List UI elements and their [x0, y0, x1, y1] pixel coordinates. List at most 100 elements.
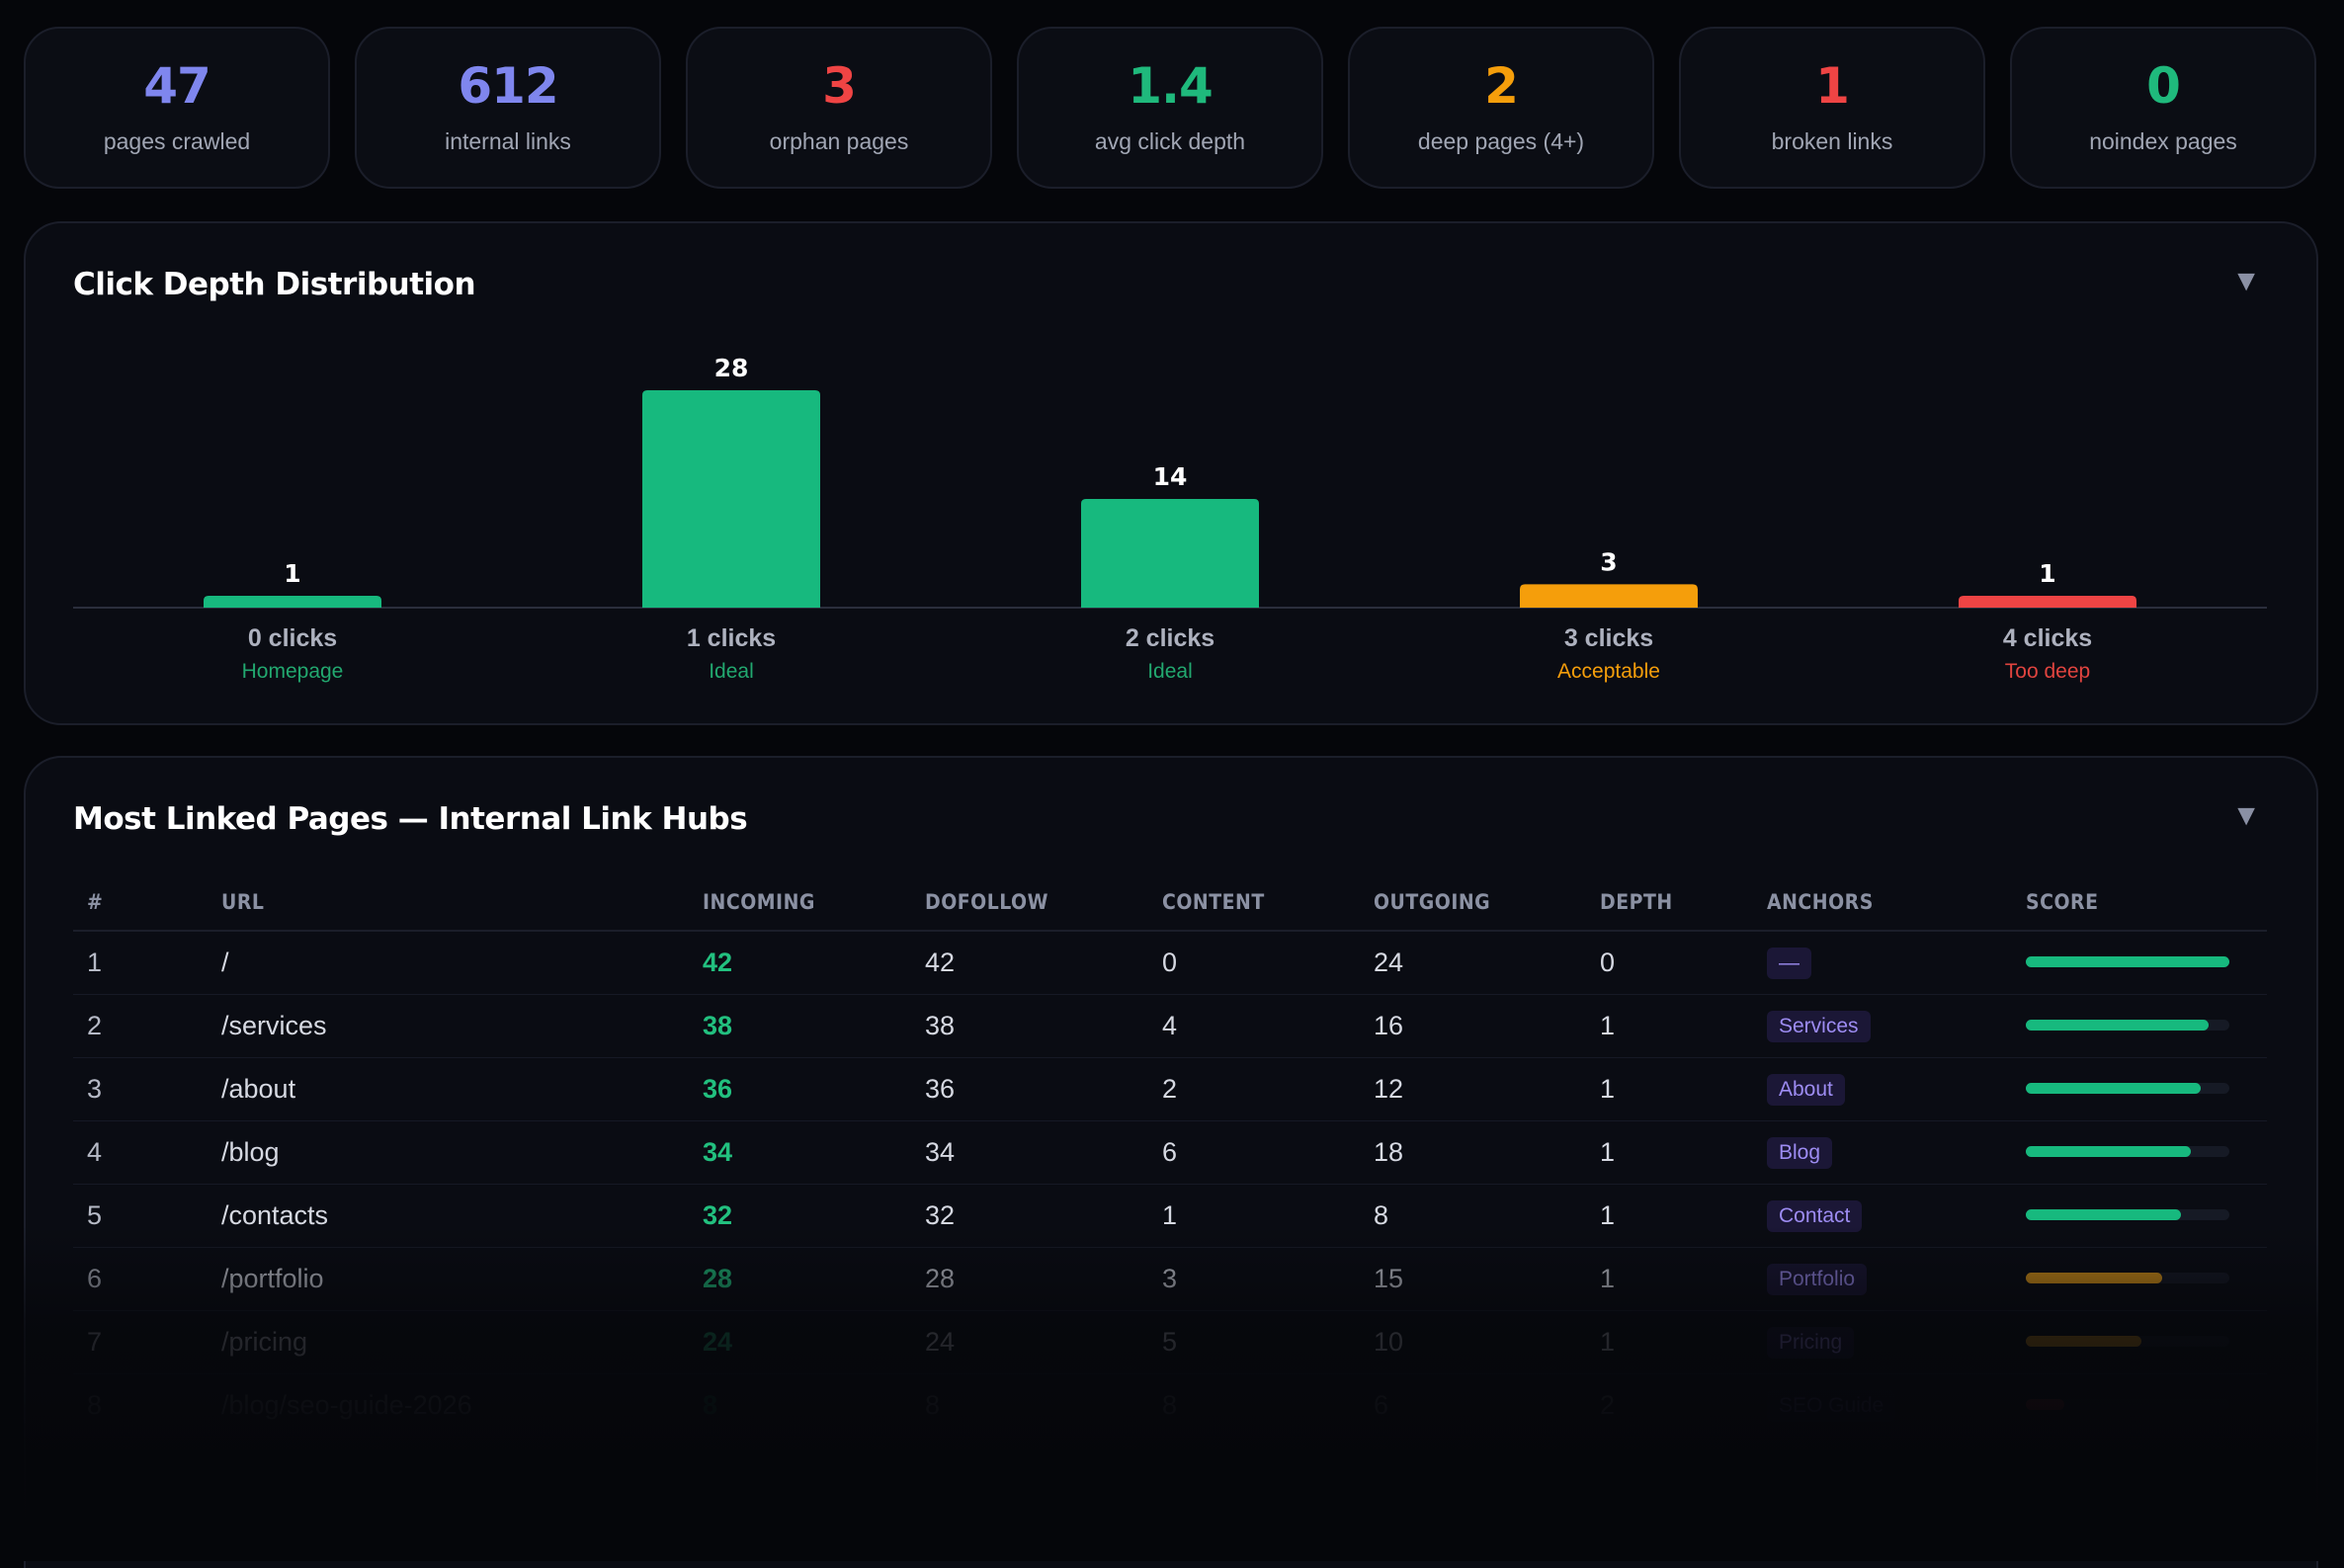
cell-url[interactable]: /: [221, 948, 229, 977]
cell-content: 1: [1162, 1200, 1178, 1230]
cell-rank: 1: [87, 948, 103, 977]
cell-dofollow: 28: [925, 1264, 956, 1293]
stat-label: noindex pages: [2089, 127, 2237, 154]
stat-label: broken links: [1771, 127, 1893, 154]
score-bar: [2026, 1146, 2229, 1157]
cell-content: 8: [1162, 1390, 1178, 1420]
x-tick-sublabel: Homepage: [242, 660, 344, 683]
score-bar-fill: [2026, 1336, 2142, 1347]
collapse-chevron-icon[interactable]: ▼: [2231, 799, 2261, 832]
cell-outgoing: 6: [1374, 1390, 1389, 1420]
cell-outgoing: 8: [1374, 1200, 1389, 1230]
cell-url[interactable]: /blog/seo-guide-2026: [221, 1390, 472, 1420]
cell-depth: 1: [1600, 1137, 1616, 1167]
x-tick-label: 1 clicks: [687, 624, 776, 652]
score-bar: [2026, 1020, 2229, 1031]
cell-incoming: 36: [703, 1074, 733, 1104]
cell-rank: 8: [87, 1390, 103, 1420]
cell-url[interactable]: /about: [221, 1074, 296, 1104]
cell-outgoing: 10: [1374, 1327, 1404, 1357]
score-bar: [2026, 1083, 2229, 1094]
cell-url[interactable]: /contacts: [221, 1200, 329, 1230]
anchor-chip: Portfolio: [1767, 1264, 1868, 1295]
x-tick-label: 2 clicks: [1126, 624, 1214, 652]
score-bar: [2026, 1273, 2229, 1283]
cell-incoming: 34: [703, 1137, 733, 1167]
anchor-chip: —: [1767, 948, 1811, 979]
cell-outgoing: 12: [1374, 1074, 1404, 1104]
stat-value: 1.4: [1128, 56, 1214, 115]
cell-depth: 1: [1600, 1074, 1616, 1104]
cell-url[interactable]: /services: [221, 1011, 327, 1040]
table-row[interactable]: 2/services 38 38 4 16 1 Services: [73, 995, 2267, 1058]
cell-outgoing: 15: [1374, 1264, 1404, 1293]
score-bar-fill: [2026, 1399, 2065, 1410]
cell-dofollow: 24: [925, 1327, 956, 1357]
cell-dofollow: 36: [925, 1074, 956, 1104]
score-bar-fill: [2026, 1083, 2202, 1094]
cell-url[interactable]: /portfolio: [221, 1264, 324, 1293]
x-tick-label: 3 clicks: [1564, 624, 1653, 652]
stats-row: 47 pages crawled 612 internal links 3 orphan …: [24, 27, 2316, 189]
column-header[interactable]: ANCHORS: [1767, 890, 1874, 914]
column-header[interactable]: #: [87, 890, 104, 914]
cell-rank: 2: [87, 1011, 103, 1040]
cell-rank: 6: [87, 1264, 103, 1293]
cell-depth: 1: [1600, 1011, 1616, 1040]
score-bar: [2026, 1336, 2229, 1347]
bar-data-label: 28: [714, 354, 749, 382]
bar-data-label: 1: [284, 559, 300, 588]
table-row[interactable]: 4/blog 34 34 6 18 1 Blog: [73, 1121, 2267, 1185]
link-hubs-panel: Most Linked Pages — Internal Link Hubs ▼…: [24, 756, 2318, 1568]
cell-dofollow: 8: [925, 1390, 941, 1420]
anchor-chip: SEO Guide: [1767, 1390, 1896, 1422]
cell-incoming: 42: [703, 948, 733, 977]
column-header[interactable]: SCORE: [2026, 890, 2099, 914]
cell-depth: 1: [1600, 1327, 1616, 1357]
stat-label: avg click depth: [1094, 127, 1246, 154]
column-header[interactable]: CONTENT: [1162, 890, 1265, 914]
x-tick-sublabel: Acceptable: [1557, 660, 1660, 683]
x-tick-sublabel: Ideal: [709, 660, 754, 683]
stat-label: pages crawled: [103, 127, 251, 154]
column-header[interactable]: DEPTH: [1600, 890, 1673, 914]
table-header: # URL INCOMING DOFOLLOW CONTENT OUTGOING DEPTH…: [73, 872, 2267, 932]
collapse-chevron-icon[interactable]: ▼: [2231, 265, 2261, 297]
column-header[interactable]: OUTGOING: [1374, 890, 1491, 914]
cell-incoming: 24: [703, 1327, 733, 1357]
score-bar: [2026, 1399, 2229, 1410]
column-header[interactable]: DOFOLLOW: [925, 890, 1048, 914]
table-row[interactable]: 1 / 42 42 0 24 0 —: [73, 932, 2267, 995]
cell-outgoing: 18: [1374, 1137, 1404, 1167]
column-header[interactable]: INCOMING: [703, 890, 815, 914]
cell-url[interactable]: /blog: [221, 1137, 280, 1167]
stat-value: 3: [822, 56, 857, 115]
table-row[interactable]: 3/about 36 36 2 12 1 About: [73, 1058, 2267, 1121]
stat-card: 1 broken links: [1679, 27, 1985, 189]
cell-url[interactable]: /pricing: [221, 1327, 308, 1357]
click-depth-chart: 1 0 clicks Homepage 28 1 clicks Ideal 14 2 clic…: [73, 354, 2267, 683]
cell-content: 0: [1162, 948, 1178, 977]
cell-depth: 0: [1600, 948, 1616, 977]
chart-bar: [204, 596, 381, 608]
bar-data-label: 3: [1600, 547, 1617, 576]
cell-rank: 3: [87, 1074, 103, 1104]
column-header[interactable]: URL: [221, 890, 265, 914]
stat-card: 612 internal links: [355, 27, 661, 189]
stat-card: 2 deep pages (4+): [1348, 27, 1654, 189]
chart-bar: [1081, 499, 1259, 608]
cell-outgoing: 16: [1374, 1011, 1404, 1040]
table-row[interactable]: 5/contacts 32 32 1 8 1 Contact: [73, 1185, 2267, 1248]
table-row[interactable]: 7/pricing 24 24 5 10 1 Pricing: [73, 1311, 2267, 1374]
score-bar: [2026, 1209, 2229, 1220]
chart-bar: [642, 390, 820, 608]
cell-dofollow: 34: [925, 1137, 956, 1167]
bar-data-label: 14: [1153, 462, 1188, 491]
table-row[interactable]: 6/portfolio 28 28 3 15 1 Portfolio: [73, 1248, 2267, 1311]
cell-rank: 5: [87, 1200, 103, 1230]
anchor-chip: Blog: [1767, 1137, 1833, 1169]
table-row[interactable]: 8/blog/seo-guide-2026 8 8 8 6 2 SEO Guide: [73, 1374, 2267, 1438]
stat-value: 2: [1484, 56, 1519, 115]
anchor-chip: Pricing: [1767, 1327, 1855, 1359]
score-bar-fill: [2026, 1209, 2181, 1220]
